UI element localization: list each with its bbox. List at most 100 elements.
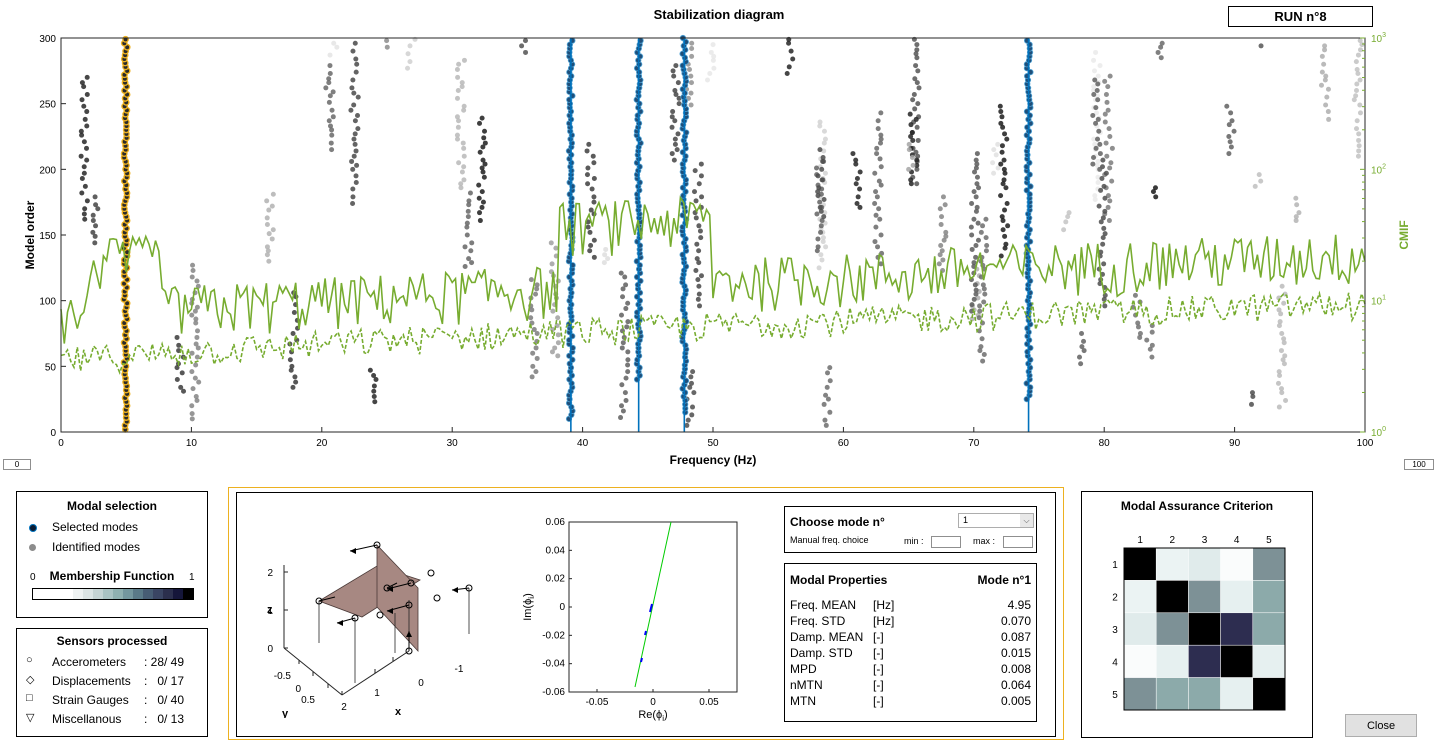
identified-mode-point	[820, 155, 826, 161]
triangle-icon: ▽	[26, 712, 35, 724]
identified-mode-point	[1357, 77, 1363, 83]
identified-mode-point	[479, 115, 485, 121]
identified-mode-point	[326, 118, 332, 124]
identified-mode-point	[1106, 126, 1112, 132]
manual-max-input[interactable]	[1003, 536, 1033, 548]
mac-row-label: 4	[1112, 657, 1118, 668]
identified-mode-point	[194, 354, 200, 360]
identified-mode-point	[971, 216, 977, 222]
y-axis-label: y	[282, 708, 289, 718]
membership-color-step	[103, 589, 113, 599]
identified-mode-point	[79, 176, 85, 182]
identified-mode-point	[688, 73, 694, 79]
identified-mode-point	[914, 166, 920, 172]
identified-mode-point	[1077, 354, 1083, 360]
identified-mode-point	[82, 216, 88, 222]
identified-mode-point	[479, 204, 485, 210]
identified-mode-point	[1000, 124, 1006, 130]
mac-cell	[1220, 677, 1254, 711]
identified-mode-point	[827, 378, 833, 384]
property-unit: [Hz]	[873, 598, 895, 612]
identified-mode-point	[465, 208, 471, 214]
identified-mode-point	[1281, 300, 1287, 306]
identified-mode-point	[1002, 207, 1008, 213]
mac-cell	[1155, 547, 1189, 581]
identified-mode-point	[90, 218, 96, 224]
identified-mode-point	[1228, 110, 1234, 116]
identified-mode-point	[1000, 227, 1006, 233]
mode-shape-surface-vertical	[376, 544, 419, 653]
identified-mode-point	[480, 144, 486, 150]
freq-range-min-input[interactable]: 0	[3, 459, 31, 470]
property-name: MTN	[790, 694, 816, 708]
identified-mode-point	[685, 417, 691, 423]
identified-mode-point	[555, 340, 561, 346]
identified-mode-point	[1282, 353, 1288, 359]
identified-mode-point	[549, 349, 555, 355]
identified-mode-point	[1097, 63, 1103, 69]
identified-mode-point	[982, 291, 988, 297]
stabilization-diagram[interactable]: 0 10 20 30 40 50 60 70 80 90 100 05010015020025030…	[0, 0, 1438, 470]
identified-mode-point	[352, 141, 358, 147]
mac-row-label: 2	[1112, 593, 1118, 604]
property-name: Damp. STD	[790, 646, 853, 660]
identified-mode-point	[330, 114, 336, 120]
x-tick-label: 60	[838, 438, 850, 449]
identified-mode-point	[1294, 202, 1300, 208]
identified-mode-point	[971, 189, 977, 195]
identified-mode-point	[195, 283, 201, 289]
identified-mode-point	[814, 165, 820, 171]
z-tick: 2	[267, 568, 273, 579]
x-tick-label: 40	[577, 438, 589, 449]
identified-mode-point	[1066, 210, 1072, 216]
identified-mode-point	[270, 191, 276, 197]
identified-mode-point	[822, 170, 828, 176]
identified-mode-point	[1293, 195, 1299, 201]
identified-mode-point	[913, 149, 919, 155]
identified-mode-point	[676, 101, 682, 107]
identified-mode-point	[878, 110, 884, 116]
mac-cell	[1252, 580, 1286, 614]
manual-min-input[interactable]	[931, 536, 961, 548]
identified-mode-point	[1293, 218, 1299, 224]
identified-mode-point	[1149, 342, 1155, 348]
mode-complexity-plot[interactable]: -0.05 0 0.05 0.06 0.04 0.02 0 -0.02 -0.04 -0.06 R…	[505, 505, 755, 735]
identified-mode-point	[1256, 172, 1262, 178]
freq-range-max-input[interactable]: 100	[1404, 459, 1434, 470]
identified-mode-point	[586, 141, 592, 147]
property-value: 0.008	[1000, 662, 1031, 676]
identified-mode-point	[1322, 77, 1328, 83]
identified-mode-point	[81, 211, 87, 217]
identified-mode-point	[1081, 338, 1087, 344]
identified-mode-point	[468, 248, 474, 254]
identified-mode-point	[384, 44, 390, 50]
identified-mode-point	[676, 95, 682, 101]
mode-select-dropdown[interactable]: 1 ⌵	[958, 513, 1034, 528]
identified-mode-point	[622, 390, 628, 396]
membership-color-step	[153, 589, 163, 599]
identified-mode-point	[1091, 91, 1097, 97]
close-button[interactable]: Close	[1345, 714, 1417, 737]
identified-mode-point	[1325, 109, 1331, 115]
identified-mode-point	[189, 369, 195, 375]
identified-mode-point	[708, 49, 714, 55]
identified-mode-point	[1132, 292, 1138, 298]
identified-mode-point	[873, 212, 879, 218]
identified-mode-point	[1108, 160, 1114, 166]
x-tick-label: 100	[1357, 438, 1374, 449]
mode-shape-3d-plot[interactable]: z 2 1 0 -0.5 0 0.5 y 2 1 0 -1 x	[237, 493, 492, 718]
cmif-tick-label: 100	[1371, 426, 1386, 439]
identified-mode-point	[461, 107, 467, 113]
identified-mode-point	[371, 383, 377, 389]
identified-mode-point	[673, 63, 679, 69]
identified-mode-point	[1252, 183, 1258, 189]
identified-mode-point	[265, 248, 271, 254]
identified-mode-point	[461, 164, 467, 170]
identified-mode-point	[990, 160, 996, 166]
plot-frame	[60, 37, 1366, 433]
identified-mode-point	[477, 120, 483, 126]
identified-mode-point	[189, 274, 195, 280]
identified-mode-point	[696, 291, 702, 297]
identified-mode-point	[1105, 193, 1111, 199]
identified-mode-point	[625, 357, 631, 363]
